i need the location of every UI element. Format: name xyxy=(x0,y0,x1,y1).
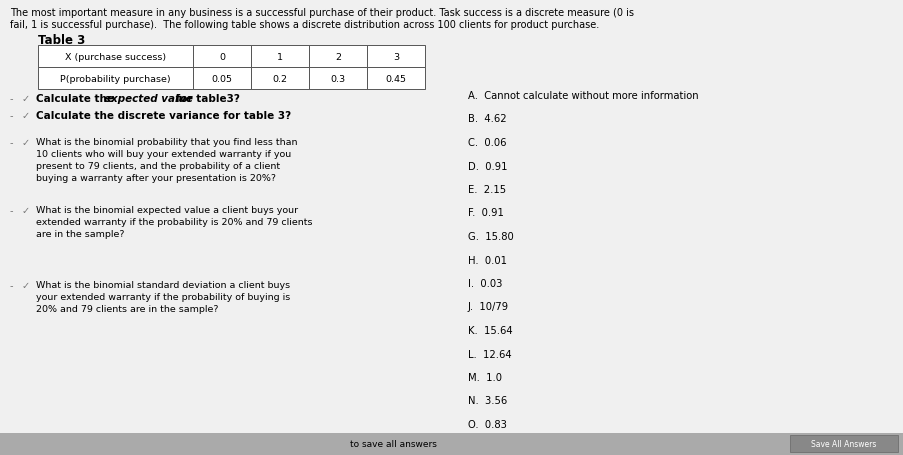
Text: ✓: ✓ xyxy=(22,111,30,121)
Text: -: - xyxy=(10,206,14,216)
Text: 0: 0 xyxy=(219,52,225,61)
Text: 0.05: 0.05 xyxy=(211,74,232,83)
Bar xyxy=(367,46,424,68)
Text: B.  4.62: B. 4.62 xyxy=(468,114,506,124)
Text: Save All Answers: Save All Answers xyxy=(810,439,876,448)
Text: O.  0.83: O. 0.83 xyxy=(468,419,507,429)
Text: P(probability purchase): P(probability purchase) xyxy=(61,74,171,83)
Text: 3: 3 xyxy=(393,52,398,61)
Text: L.  12.64: L. 12.64 xyxy=(468,349,511,359)
Text: Table 3: Table 3 xyxy=(38,34,85,47)
Text: X (purchase success): X (purchase success) xyxy=(65,52,166,61)
Bar xyxy=(789,435,897,452)
Text: 0.45: 0.45 xyxy=(385,74,406,83)
Text: H.  0.01: H. 0.01 xyxy=(468,255,507,265)
Bar xyxy=(38,46,192,68)
Bar xyxy=(309,46,367,68)
Text: What is the binomial expected value a client buys your
extended warranty if the : What is the binomial expected value a cl… xyxy=(36,206,312,239)
Text: M.  1.0: M. 1.0 xyxy=(468,372,501,382)
Text: G.  15.80: G. 15.80 xyxy=(468,232,513,242)
Text: D.  0.91: D. 0.91 xyxy=(468,161,507,171)
Text: 2: 2 xyxy=(335,52,340,61)
Text: N.  3.56: N. 3.56 xyxy=(468,396,507,405)
Text: F.  0.91: F. 0.91 xyxy=(468,208,503,218)
Text: fail, 1 is successful purchase).  The following table shows a discrete distribut: fail, 1 is successful purchase). The fol… xyxy=(10,20,599,30)
Text: 1: 1 xyxy=(276,52,283,61)
Text: -: - xyxy=(10,111,14,121)
Text: -: - xyxy=(10,94,14,104)
Text: -: - xyxy=(10,138,14,148)
Text: Calculate the discrete variance for table 3?: Calculate the discrete variance for tabl… xyxy=(36,111,291,121)
Text: -: - xyxy=(10,280,14,290)
Text: expected value: expected value xyxy=(104,94,192,104)
Text: ✓: ✓ xyxy=(22,206,30,216)
Text: ✓: ✓ xyxy=(22,138,30,148)
Text: C.  0.06: C. 0.06 xyxy=(468,138,506,148)
Text: 0.2: 0.2 xyxy=(272,74,287,83)
Bar xyxy=(192,46,251,68)
Text: What is the binomial probability that you find less than
10 clients who will buy: What is the binomial probability that yo… xyxy=(36,138,297,183)
Bar xyxy=(0,433,903,455)
Text: K.  15.64: K. 15.64 xyxy=(468,325,512,335)
Bar xyxy=(38,68,192,90)
Text: to save all answers: to save all answers xyxy=(349,440,436,449)
Bar xyxy=(251,68,309,90)
Text: ✓: ✓ xyxy=(22,280,30,290)
Bar xyxy=(192,68,251,90)
Text: A.  Cannot calculate without more information: A. Cannot calculate without more informa… xyxy=(468,91,698,101)
Text: What is the binomial standard deviation a client buys
your extended warranty if : What is the binomial standard deviation … xyxy=(36,280,290,313)
Text: ✓: ✓ xyxy=(22,94,30,104)
Bar xyxy=(309,68,367,90)
Text: Calculate the: Calculate the xyxy=(36,94,117,104)
Bar xyxy=(367,68,424,90)
Bar xyxy=(251,46,309,68)
Text: J.  10/79: J. 10/79 xyxy=(468,302,508,312)
Text: E.  2.15: E. 2.15 xyxy=(468,185,506,195)
Text: 0.3: 0.3 xyxy=(330,74,345,83)
Text: The most important measure in any business is a successful purchase of their pro: The most important measure in any busine… xyxy=(10,8,633,18)
Text: for table3?: for table3? xyxy=(172,94,239,104)
Text: I.  0.03: I. 0.03 xyxy=(468,278,502,288)
